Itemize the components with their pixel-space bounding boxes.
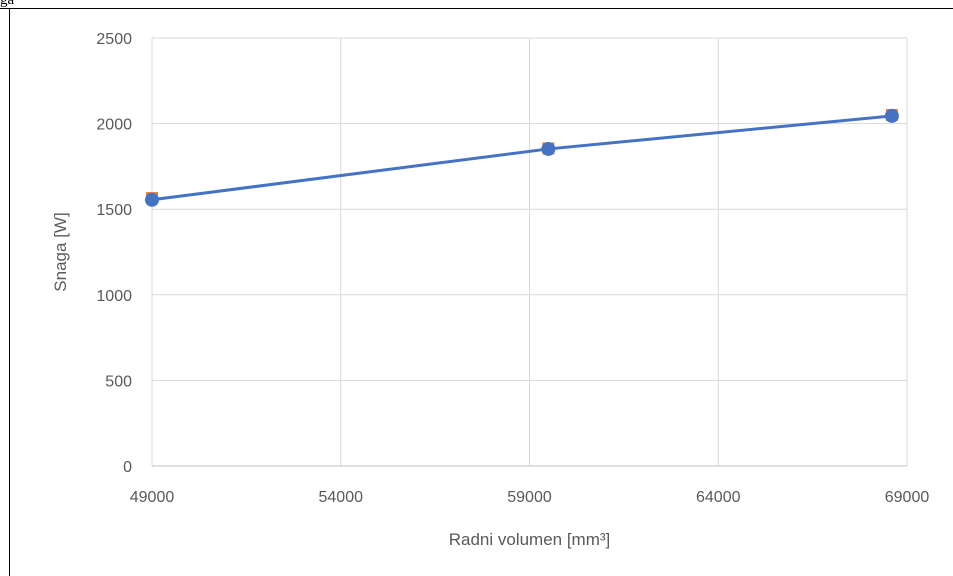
left-border-line — [9, 8, 10, 576]
x-tick-label: 54000 — [319, 489, 364, 506]
y-tick-label: 2000 — [96, 117, 132, 134]
series-layer — [145, 108, 899, 207]
y-tick-label: 2500 — [96, 31, 132, 48]
x-tick-label: 49000 — [130, 489, 175, 506]
data-point-circle — [884, 108, 899, 123]
data-point-circle — [145, 192, 159, 207]
x-axis-title: Radni volumen [mm³] — [449, 530, 611, 549]
top-border-line — [0, 8, 953, 9]
series-line — [151, 114, 893, 202]
y-tick-label: 1000 — [96, 288, 132, 305]
x-tick-label: 69000 — [885, 489, 930, 506]
x-tick-labels: 49000 54000 59000 64000 69000 — [130, 489, 930, 506]
y-tick-labels: 0 500 1000 1500 2000 2500 — [96, 31, 132, 476]
y-axis-title: Snaga [W] — [51, 212, 70, 291]
x-tick-label: 64000 — [696, 489, 741, 506]
y-tick-label: 0 — [123, 459, 132, 476]
grid-lines — [151, 37, 908, 467]
data-point-circle — [541, 141, 556, 156]
y-tick-label: 1500 — [96, 202, 132, 219]
y-tick-label: 500 — [105, 373, 132, 390]
page-header-fragment: ga — [0, 0, 15, 8]
x-tick-label: 59000 — [507, 489, 552, 506]
